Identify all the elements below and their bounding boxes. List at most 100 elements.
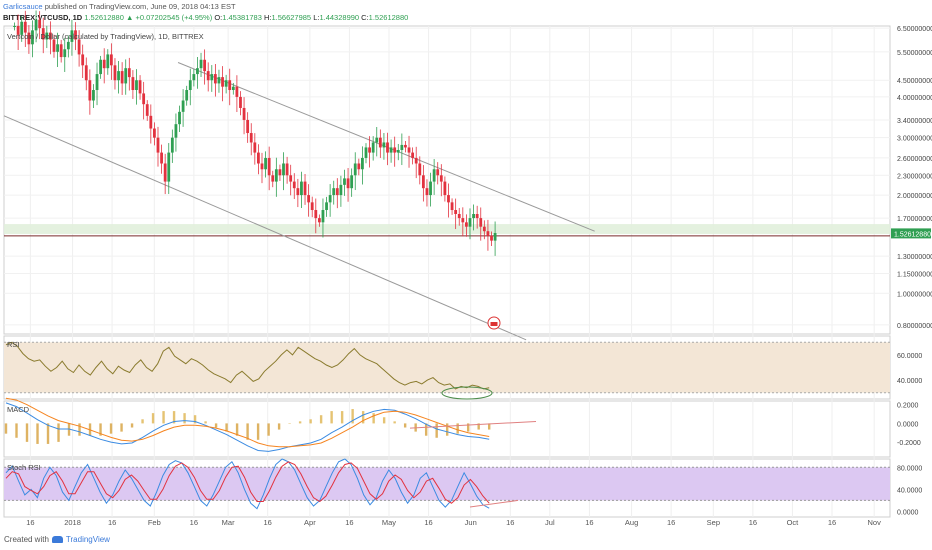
stoch-band: [4, 467, 890, 501]
macd-histogram-bar: [204, 421, 207, 424]
x-tick-label: Apr: [304, 518, 316, 527]
macd-histogram-bar: [214, 423, 218, 428]
candle-body: [70, 30, 74, 42]
created-with-label: Created with: [4, 535, 49, 544]
candle-body: [181, 100, 185, 112]
signal-line: [5, 397, 490, 448]
candle-body: [45, 32, 49, 40]
y-tick-label: 4.00000000: [897, 95, 932, 102]
candle-body: [242, 107, 246, 120]
candle-body: [396, 149, 400, 153]
x-tick-label: May: [382, 518, 396, 527]
macd-histogram-bar: [267, 423, 270, 436]
macd-histogram-bar: [162, 411, 165, 424]
candle-body: [23, 21, 27, 33]
candle-body: [178, 111, 181, 125]
macd-histogram-bar: [109, 423, 113, 434]
candle-body: [66, 41, 70, 50]
macd-histogram-bar: [487, 423, 491, 430]
y-tick-label: 3.00000000: [897, 136, 932, 143]
candle-body: [13, 26, 16, 27]
candle-body: [246, 119, 250, 134]
candle-body: [249, 133, 253, 143]
candle-body: [479, 218, 483, 227]
candle-body: [325, 202, 328, 211]
candle-body: [20, 21, 24, 35]
candle-body: [88, 80, 92, 101]
candle-body: [468, 218, 472, 227]
macd-histogram-bar: [393, 421, 396, 424]
candle-body: [156, 137, 160, 153]
x-tick-label: 16: [190, 518, 198, 527]
rsi-highlight-ellipse: [441, 386, 493, 400]
candle-body: [16, 26, 20, 35]
rsi-line: [5, 341, 490, 390]
candle-body: [421, 175, 425, 189]
candle-body: [31, 30, 34, 45]
candle-body: [260, 163, 264, 170]
macd-histogram-bar: [456, 423, 459, 434]
macd-histogram-bar: [382, 417, 386, 424]
macd-histogram-bar: [46, 423, 50, 444]
candle-body: [465, 222, 468, 227]
tradingview-brand[interactable]: TradingView: [65, 535, 110, 544]
candle-body: [38, 19, 42, 29]
candle-body: [264, 157, 267, 170]
symbol-label: BITTREX:VTCUSD, 1D: [3, 13, 83, 22]
pane-border-0: [3, 25, 891, 335]
candle-body: [274, 169, 278, 182]
macd-y-tick-label: 0.0000: [897, 421, 919, 428]
candle-body: [106, 54, 110, 69]
x-tick-label: 16: [424, 518, 432, 527]
candle-body: [149, 115, 153, 129]
rsi-y-tick-label: 60.0000: [897, 353, 922, 360]
macd-histogram-bar: [330, 411, 333, 424]
candle-body: [436, 169, 440, 176]
candle-body: [84, 65, 88, 81]
x-tick-label: 16: [828, 518, 836, 527]
macd-histogram-bar: [151, 413, 155, 424]
candle-body: [49, 32, 52, 40]
candle-body: [361, 157, 364, 170]
rsi-y-tick-label: 40.0000: [897, 378, 922, 385]
candle-body: [314, 210, 318, 219]
macd-histogram-bar: [4, 423, 8, 434]
macd-histogram-bar: [120, 423, 123, 432]
candle-body: [429, 181, 432, 196]
high-label: H:: [263, 13, 272, 22]
author-link[interactable]: Garlicsauce: [3, 2, 43, 11]
candle-body: [210, 74, 214, 81]
macd-histogram-bar: [183, 413, 186, 424]
candle-body: [235, 86, 239, 97]
event-flag: [490, 322, 498, 326]
candle-body: [34, 19, 38, 31]
stoch-y-tick-label: 0.0000: [897, 509, 919, 516]
candle-body: [289, 175, 293, 182]
close-value: 1.52612880: [368, 13, 409, 22]
candle-body: [457, 214, 461, 219]
candle-body: [486, 231, 490, 236]
candle-body: [346, 178, 350, 189]
published-text: published on TradingView.com, June 09, 2…: [44, 2, 236, 11]
candle-body: [113, 65, 117, 81]
candle-body: [443, 181, 447, 196]
macd-y-tick-label: -0.2000: [897, 440, 921, 447]
candle-body: [192, 74, 196, 81]
ohlc-header: BITTREX:VTCUSD, 1D 1.52612880 ▲ +0.07202…: [3, 13, 408, 22]
rsi-band: [4, 342, 890, 393]
candle-body: [386, 142, 389, 153]
candle-body: [56, 44, 59, 52]
stoch-k-line: [5, 458, 490, 510]
macd-histogram-bar: [225, 423, 228, 432]
candle-body: [332, 188, 336, 196]
y-tick-label: 2.60000000: [897, 156, 932, 163]
candle-body: [102, 59, 106, 69]
candle-body: [425, 188, 429, 196]
x-tick-label: 16: [264, 518, 272, 527]
candle-body: [472, 214, 475, 219]
candle-body: [95, 74, 99, 91]
stoch-d-line: [5, 461, 490, 504]
x-tick-label: Jul: [545, 518, 555, 527]
candle-body: [206, 71, 210, 81]
